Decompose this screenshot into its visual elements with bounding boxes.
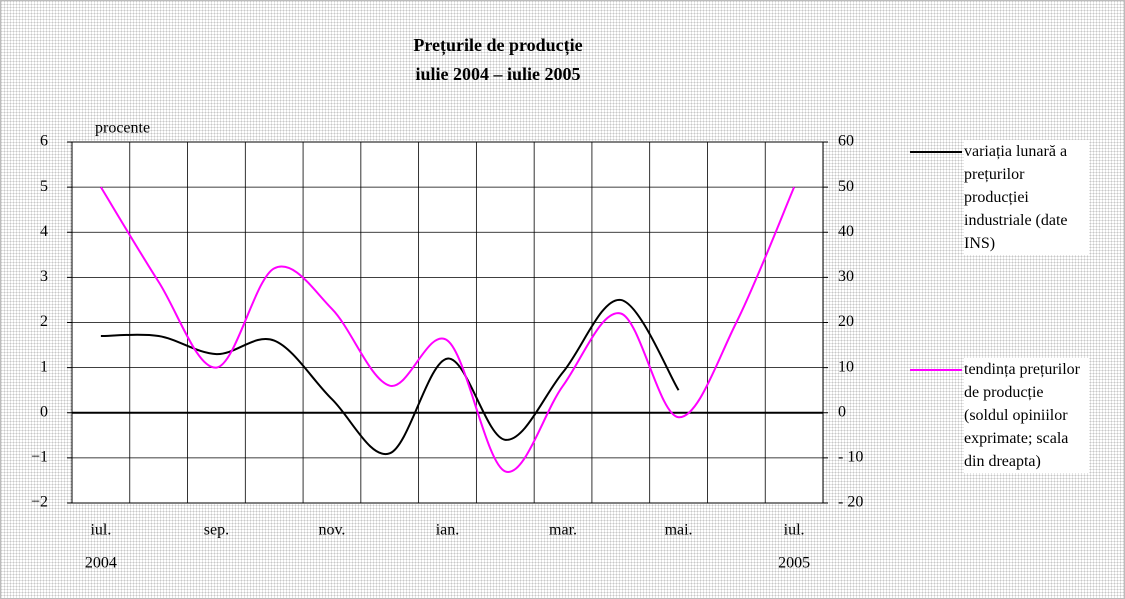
y-tick-label: 0 xyxy=(40,403,48,420)
series-line xyxy=(100,298,680,455)
y2-tick-label: 0 xyxy=(838,403,846,420)
y-tick-label: −1 xyxy=(31,449,48,466)
y2-tick-label: - 10 xyxy=(838,449,863,466)
x-tick-label: iul. xyxy=(90,522,111,539)
x-year-label: 2004 xyxy=(85,555,117,572)
y-tick-label: 4 xyxy=(40,223,48,240)
x-tick-label: nov. xyxy=(318,522,345,539)
y-tick-label: 5 xyxy=(40,178,48,195)
y-axis-label: procente xyxy=(95,120,150,137)
y-tick-label: 1 xyxy=(40,358,48,375)
y2-tick-label: 60 xyxy=(838,133,854,150)
legend-label: variația lunară a prețurilor producției … xyxy=(964,140,1089,255)
y-tick-label: 2 xyxy=(40,313,48,330)
y2-tick-label: 20 xyxy=(838,313,854,330)
x-tick-label: ian. xyxy=(436,522,460,539)
y2-tick-label: 50 xyxy=(838,178,854,195)
y-tick-label: −2 xyxy=(31,494,48,511)
y2-tick-label: - 20 xyxy=(838,494,863,511)
y-tick-label: 6 xyxy=(40,133,48,150)
x-year-label: 2005 xyxy=(778,555,810,572)
chart-subtitle: iulie 2004 – iulie 2005 xyxy=(415,64,580,84)
x-tick-label: iul. xyxy=(784,522,805,539)
chart-title: Prețurile de producție xyxy=(413,35,582,56)
x-tick-label: mai. xyxy=(665,522,693,539)
legend-label: tendința prețurilor de producție (soldul… xyxy=(964,358,1089,473)
x-tick-label: mar. xyxy=(549,522,577,539)
series-line xyxy=(100,186,796,473)
y2-tick-label: 30 xyxy=(838,268,854,285)
y2-tick-label: 10 xyxy=(838,358,854,375)
x-tick-label: sep. xyxy=(204,522,229,539)
y2-tick-label: 40 xyxy=(838,223,854,240)
y-tick-label: 3 xyxy=(40,268,48,285)
